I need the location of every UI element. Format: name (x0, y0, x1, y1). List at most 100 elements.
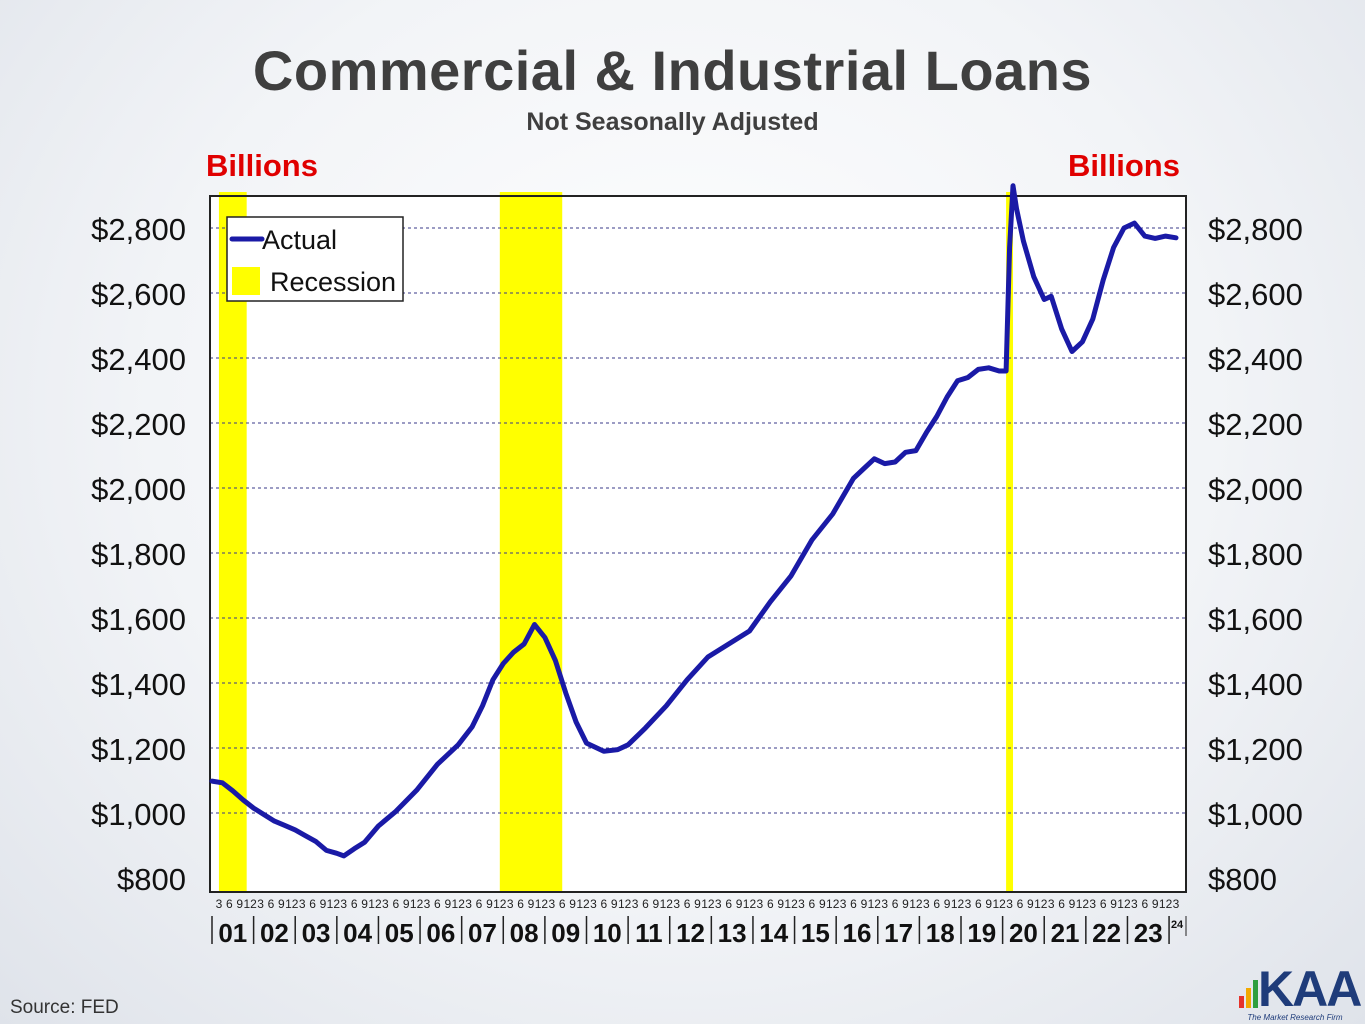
month-tick-label: 3 (715, 897, 722, 911)
year-label: 19 (967, 918, 996, 948)
month-tick-label: 12 (368, 897, 382, 911)
month-tick-label: 12 (868, 897, 882, 911)
month-tick-label: 3 (632, 897, 639, 911)
y-tick-label-right: $800 (1208, 862, 1277, 897)
month-tick-label: 3 (965, 897, 972, 911)
month-tick-label: 12 (743, 897, 757, 911)
y-tick-label-left: $2,000 (91, 472, 186, 507)
month-tick-label: 12 (285, 897, 299, 911)
month-tick-label: 12 (452, 897, 466, 911)
month-tick-label: 6 (351, 897, 358, 911)
y-tick-label-left: $1,200 (91, 732, 186, 767)
month-tick-label: 9 (361, 897, 368, 911)
month-tick-label: 3 (923, 897, 930, 911)
chart-subtitle: Not Seasonally Adjusted (526, 108, 819, 136)
year-label: 21 (1051, 918, 1080, 948)
month-tick-label: 9 (1110, 897, 1117, 911)
month-tick-label: 9 (278, 897, 285, 911)
month-tick-label: 3 (1048, 897, 1055, 911)
month-tick-label: 6 (767, 897, 774, 911)
month-tick-label: 3 (590, 897, 597, 911)
month-tick-label: 9 (819, 897, 826, 911)
month-tick-label: 3 (881, 897, 888, 911)
month-tick-label: 3 (216, 897, 223, 911)
month-tick-label: 6 (1017, 897, 1024, 911)
month-tick-label: 12 (1076, 897, 1090, 911)
year-label: 15 (801, 918, 830, 948)
month-tick-label: 6 (600, 897, 607, 911)
year-label: 22 (1092, 918, 1121, 948)
y-tick-label-right: $2,600 (1208, 277, 1303, 312)
legend: Actual Recession (226, 216, 404, 302)
y-tick-label-left: $2,400 (91, 342, 186, 377)
year-label: 09 (551, 918, 580, 948)
legend-swatch-recession (232, 267, 260, 295)
month-tick-label: 12 (1159, 897, 1173, 911)
month-tick-label: 3 (257, 897, 264, 911)
month-tick-label: 3 (798, 897, 805, 911)
y-tick-label-left: $2,200 (91, 407, 186, 442)
kaa-logo: KAA The Market Research Firm (1236, 961, 1362, 1022)
month-tick-label: 9 (736, 897, 743, 911)
month-tick-label: 12 (826, 897, 840, 911)
chart-title: Commercial & Industrial Loans (252, 39, 1093, 102)
month-tick-label: 6 (642, 897, 649, 911)
month-tick-label: 6 (392, 897, 399, 911)
month-tick-label: 6 (268, 897, 275, 911)
month-tick-label: 6 (809, 897, 816, 911)
month-tick-label: 9 (444, 897, 451, 911)
y-tick-label-right: $2,800 (1208, 212, 1303, 247)
month-tick-label: 3 (1089, 897, 1096, 911)
month-tick-label: 3 (382, 897, 389, 911)
year-label: 10 (593, 918, 622, 948)
recession-band (499, 196, 563, 892)
month-tick-label: 12 (992, 897, 1006, 911)
month-tick-label: 12 (576, 897, 590, 911)
logo-text: KAA (1258, 961, 1362, 1017)
month-tick-label: 9 (694, 897, 701, 911)
month-tick-label: 9 (236, 897, 243, 911)
source-note: Source: FED (10, 997, 119, 1018)
y-tick-label-left: $1,600 (91, 602, 186, 637)
month-tick-label: 6 (1058, 897, 1065, 911)
month-tick-label: 3 (1006, 897, 1013, 911)
plot-border (209, 195, 1187, 893)
month-tick-label: 9 (486, 897, 493, 911)
month-tick-label: 6 (226, 897, 233, 911)
year-label: 17 (884, 918, 913, 948)
month-tick-label: 6 (1141, 897, 1148, 911)
month-tick-label: 3 (757, 897, 764, 911)
month-tick-label: 6 (1100, 897, 1107, 911)
y-tick-label-right: $1,600 (1208, 602, 1303, 637)
year-label: 13 (718, 918, 747, 948)
y-tick-label-right: $2,400 (1208, 342, 1303, 377)
recession-band-top (218, 192, 247, 196)
y-tick-label-left: $1,400 (91, 667, 186, 702)
right-unit-label: Billions (1068, 148, 1180, 183)
year-label: 07 (468, 918, 497, 948)
month-tick-label: 6 (850, 897, 857, 911)
month-tick-label: 12 (618, 897, 632, 911)
month-tick-label: 6 (517, 897, 524, 911)
year-label: 18 (926, 918, 955, 948)
y-tick-label-right: $1,200 (1208, 732, 1303, 767)
y-tick-label-left: $800 (117, 862, 186, 897)
y-tick-label-right: $1,400 (1208, 667, 1303, 702)
month-tick-label: 3 (340, 897, 347, 911)
month-tick-label: 3 (424, 897, 431, 911)
y-tick-label-right: $2,200 (1208, 407, 1303, 442)
month-tick-label: 9 (611, 897, 618, 911)
year-label: 14 (759, 918, 788, 948)
month-tick-label: 3 (840, 897, 847, 911)
year-label: 08 (510, 918, 539, 948)
month-tick-label: 12 (243, 897, 257, 911)
year-label: 02 (260, 918, 289, 948)
year-label: 20 (1009, 918, 1038, 948)
month-tick-label: 9 (569, 897, 576, 911)
y-tick-label-left: $2,600 (91, 277, 186, 312)
recession-band (218, 196, 247, 892)
month-tick-label: 6 (933, 897, 940, 911)
logo-tagline: The Market Research Firm (1247, 1013, 1343, 1022)
month-tick-label: 9 (1027, 897, 1034, 911)
